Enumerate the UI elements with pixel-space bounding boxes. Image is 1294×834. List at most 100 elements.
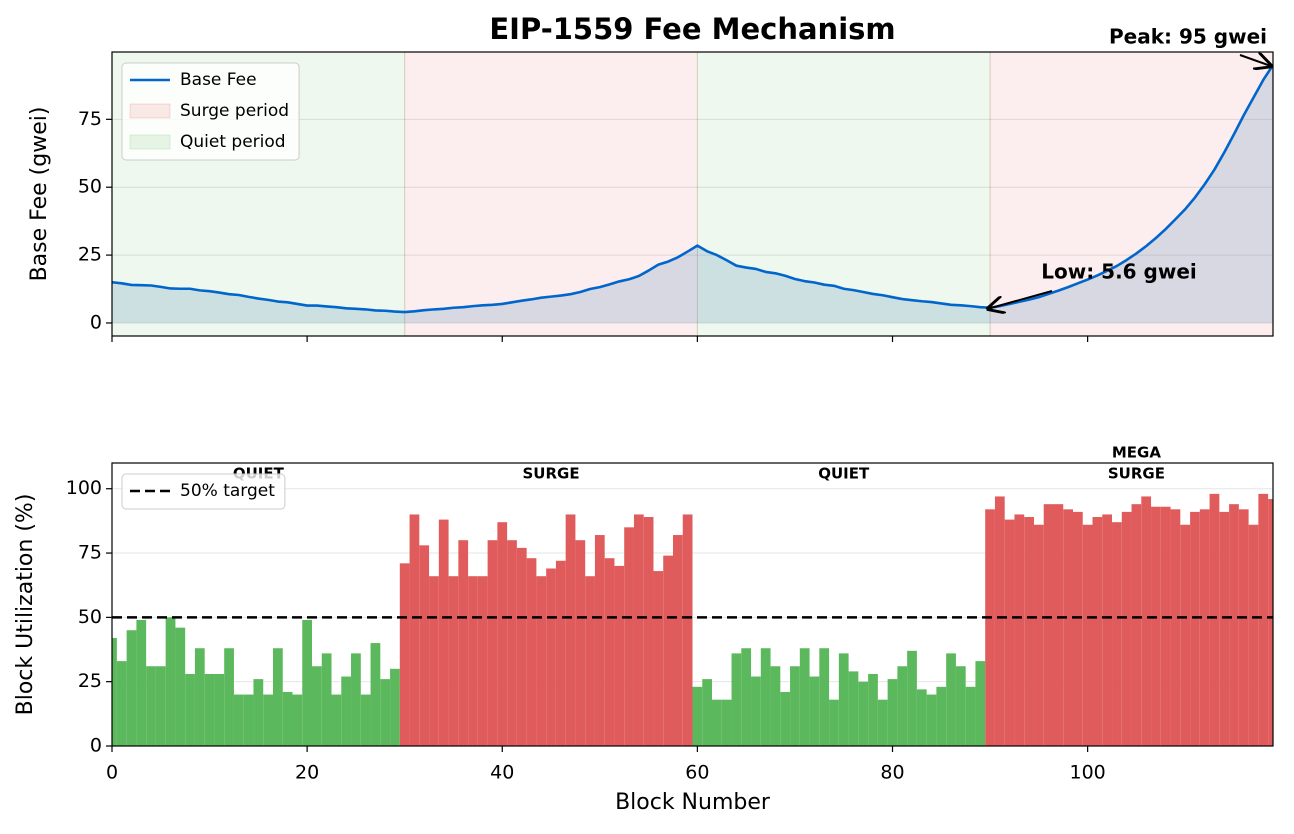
bar [341, 676, 352, 746]
y-tick-label: 25 [78, 244, 102, 266]
bar [916, 689, 927, 746]
plot-area [112, 52, 1273, 336]
bar [136, 619, 147, 746]
x-axis-label: Block Number [615, 790, 771, 815]
bar [926, 694, 937, 746]
y-tick-label: 50 [78, 176, 102, 198]
bar [955, 666, 966, 746]
bar [390, 668, 400, 746]
bar [458, 540, 469, 746]
legend-box [121, 62, 300, 161]
bar [165, 617, 176, 746]
bar [848, 671, 859, 746]
bar [282, 691, 293, 746]
legend-swatch [129, 103, 171, 119]
bar [565, 514, 576, 746]
region-label: QUIET [818, 465, 870, 483]
bar [497, 522, 508, 746]
bar [243, 694, 254, 746]
bar [1102, 514, 1113, 746]
plot-area [112, 488, 1273, 746]
annotation-arrow [1239, 55, 1271, 66]
bar [429, 576, 439, 746]
bar [1131, 504, 1142, 746]
annotation: Peak: 95 gwei [1109, 25, 1267, 49]
bar [351, 653, 361, 746]
legend-box [121, 473, 286, 510]
bar [829, 699, 839, 746]
bar [555, 560, 566, 746]
legend: Base Fee Surge period Quiet period [121, 62, 300, 161]
bar [409, 514, 420, 746]
legend-label: Surge period [180, 101, 289, 121]
bar [253, 679, 264, 746]
annotation-arrow [988, 290, 1053, 309]
region-label: SURGE [1108, 465, 1165, 483]
bar [116, 661, 127, 746]
bar [1112, 522, 1122, 746]
bar [731, 653, 742, 746]
bar [1092, 517, 1103, 746]
bar [936, 686, 947, 746]
bar [331, 694, 342, 746]
bar [1209, 493, 1220, 746]
bar [302, 619, 313, 746]
bar [751, 676, 761, 746]
y-tick-label: 75 [78, 108, 102, 130]
legend-label: 50% target [180, 481, 275, 501]
bar [360, 694, 371, 746]
bar [780, 691, 791, 746]
bar [760, 648, 771, 746]
bar [112, 637, 117, 746]
bar [985, 509, 995, 746]
x-tick-label: 40 [490, 762, 514, 784]
bar [1004, 519, 1015, 746]
bar [536, 576, 547, 746]
bar [194, 648, 205, 746]
legend-label: Base Fee [180, 70, 257, 90]
y-axis-label: Block Utilization (%) [13, 494, 38, 716]
bar [624, 527, 634, 746]
y-tick-label: 25 [78, 670, 102, 692]
bar [1248, 524, 1259, 746]
y-tick-label: 100 [66, 477, 102, 499]
bar [1033, 524, 1044, 746]
bar [516, 547, 527, 746]
annotation: Low: 5.6 gwei [1041, 260, 1197, 284]
x-tick-label: 60 [685, 762, 709, 784]
line [112, 64, 1273, 314]
bar [1121, 511, 1132, 746]
bar [419, 545, 430, 746]
bar [292, 694, 303, 746]
x-tick-label: 100 [1069, 762, 1105, 784]
bar [790, 666, 800, 746]
bar [1170, 509, 1181, 746]
bar [838, 653, 849, 746]
bar [585, 576, 595, 746]
bar [263, 694, 273, 746]
y-tick-label: 0 [90, 735, 102, 757]
bar [1024, 517, 1034, 746]
region-label: MEGA [1112, 444, 1161, 462]
axes-frame [111, 51, 1274, 337]
bar [1141, 496, 1152, 746]
bar [604, 558, 615, 746]
bar [448, 576, 459, 746]
bar [946, 653, 956, 746]
bar [721, 699, 732, 746]
bar [507, 540, 517, 746]
bar [614, 565, 625, 746]
bar [1160, 506, 1171, 746]
bar [1258, 493, 1269, 746]
y-axis-label: Base Fee (gwei) [27, 107, 52, 282]
bar [975, 661, 986, 746]
bar [175, 627, 186, 746]
bar [653, 571, 664, 746]
bar [1199, 509, 1210, 746]
legend-swatch [129, 134, 171, 150]
bar [370, 643, 381, 746]
bar [1229, 504, 1239, 746]
y-tick-label: 0 [90, 311, 102, 333]
legend-label: Quiet period [180, 132, 286, 152]
bar [702, 679, 713, 746]
